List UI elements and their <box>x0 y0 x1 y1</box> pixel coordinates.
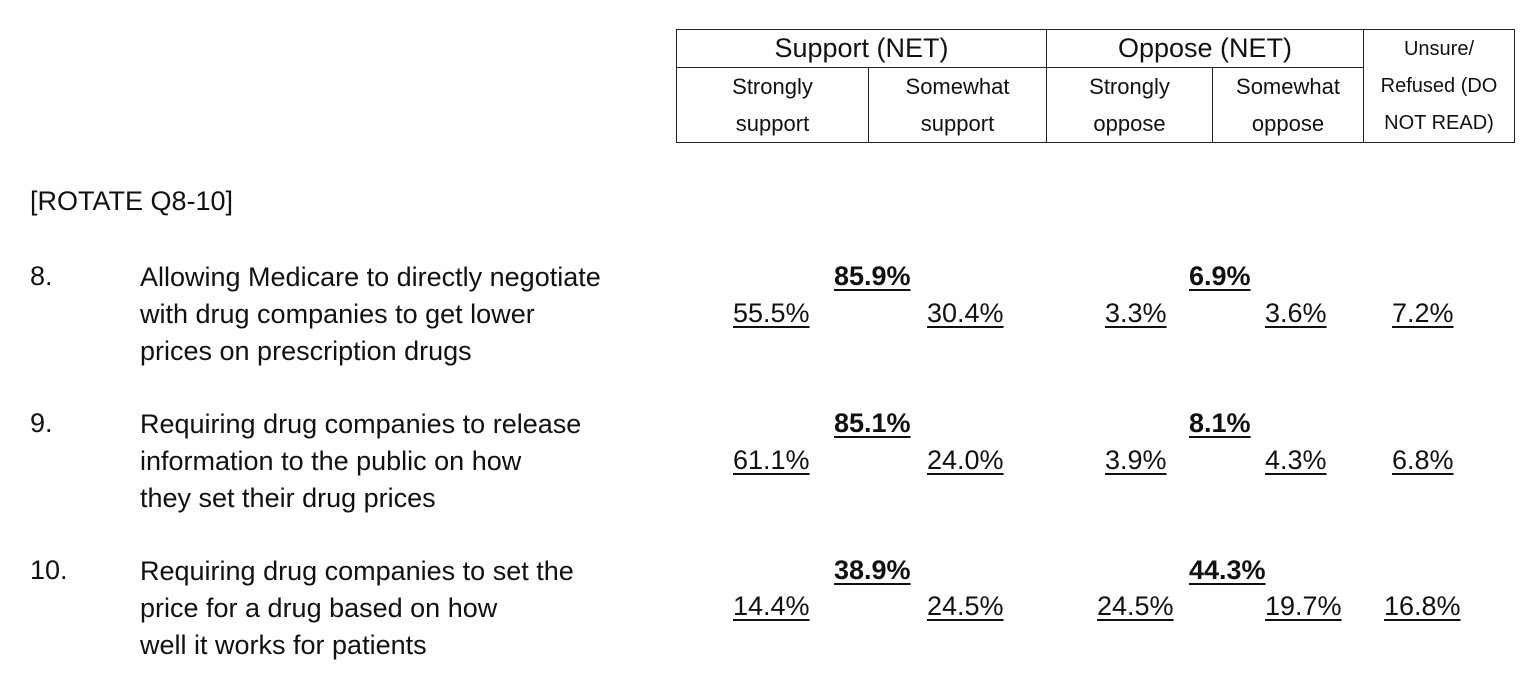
question-line: with drug companies to get lower <box>140 299 535 329</box>
oppose-net-value: 44.3% <box>1189 555 1266 585</box>
strongly-support-value: 61.1% <box>733 445 810 475</box>
somewhat-oppose-value: 19.7% <box>1265 591 1342 621</box>
support-net-header: Support (NET) <box>676 29 1047 68</box>
header-line: support <box>735 111 810 136</box>
support-net-value: 85.1% <box>834 408 911 438</box>
unsure-header-line: Refused (DO <box>1380 74 1498 97</box>
question-number: 10. <box>30 555 68 585</box>
header-line: Somewhat <box>1236 74 1340 99</box>
header-line: Somewhat <box>905 74 1010 99</box>
unsure-value: 6.8% <box>1392 445 1454 475</box>
unsure-header-line: NOT READ) <box>1384 111 1494 134</box>
header-line: Strongly <box>732 74 813 99</box>
question-line: they set their drug prices <box>140 483 436 513</box>
question-number: 8. <box>30 261 53 291</box>
header-line: oppose <box>1093 111 1166 136</box>
strongly-oppose-value: 3.9% <box>1105 445 1167 475</box>
question-line: Requiring drug companies to set the <box>140 556 574 586</box>
somewhat-support-value: 24.0% <box>927 445 1004 475</box>
question-text: Allowing Medicare to directly negotiate … <box>140 259 700 370</box>
somewhat-support-value: 24.5% <box>927 591 1004 621</box>
header-line: oppose <box>1251 111 1325 136</box>
strongly-oppose-value: 24.5% <box>1097 591 1174 621</box>
somewhat-support-value: 30.4% <box>927 298 1004 328</box>
support-net-value: 38.9% <box>834 555 911 585</box>
somewhat-oppose-value: 3.6% <box>1265 298 1327 328</box>
unsure-header-line: Unsure/ <box>1403 37 1475 60</box>
strongly-oppose-value: 3.3% <box>1105 298 1167 328</box>
header-line: Strongly <box>1089 74 1170 99</box>
question-text: Requiring drug companies to release info… <box>140 406 700 517</box>
header-line: support <box>920 111 995 136</box>
question-text: Requiring drug companies to set the pric… <box>140 553 700 664</box>
support-net-value: 85.9% <box>834 261 911 291</box>
somewhat-support-header: Somewhat support <box>868 67 1047 143</box>
question-number: 9. <box>30 408 53 438</box>
column-header-table: Support (NET) Oppose (NET) Unsure/ Refus… <box>676 29 1515 143</box>
strongly-support-header: Strongly support <box>676 67 869 143</box>
oppose-net-value: 8.1% <box>1189 408 1251 438</box>
question-line: price for a drug based on how <box>140 593 498 623</box>
question-line: prices on prescription drugs <box>140 336 472 366</box>
unsure-value: 7.2% <box>1392 298 1454 328</box>
oppose-net-header: Oppose (NET) <box>1046 29 1364 68</box>
question-line: Requiring drug companies to release <box>140 409 582 439</box>
somewhat-oppose-header: Somewhat oppose <box>1212 67 1364 143</box>
strongly-support-value: 14.4% <box>733 591 810 621</box>
question-line: well it works for patients <box>140 630 427 660</box>
strongly-support-value: 55.5% <box>733 298 810 328</box>
question-line: Allowing Medicare to directly negotiate <box>140 262 601 292</box>
oppose-net-value: 6.9% <box>1189 261 1251 291</box>
question-line: information to the public on how <box>140 446 522 476</box>
unsure-value: 16.8% <box>1384 591 1461 621</box>
rotate-note: [ROTATE Q8-10] <box>30 186 234 216</box>
unsure-header: Unsure/ Refused (DO NOT READ) <box>1363 29 1515 143</box>
strongly-oppose-header: Strongly oppose <box>1046 67 1213 143</box>
somewhat-oppose-value: 4.3% <box>1265 445 1327 475</box>
